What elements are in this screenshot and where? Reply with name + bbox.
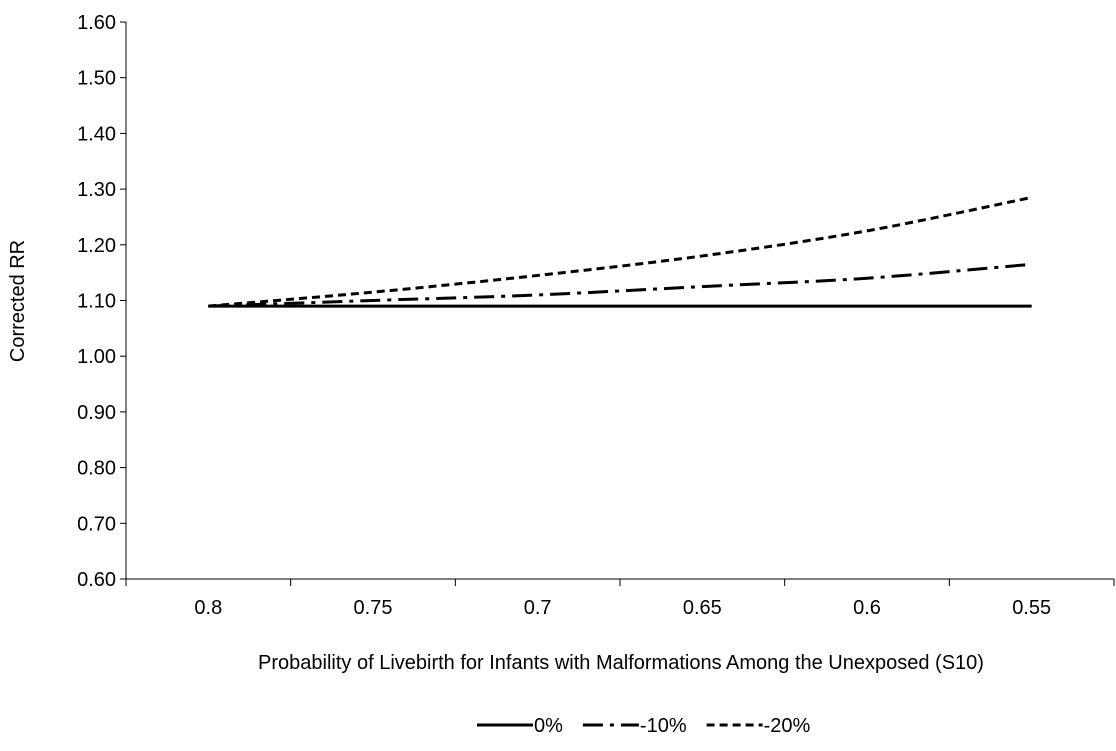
axes: 0.60 0.70 0.80 0.90 1.00 1.10 1.20 1.30 1.40 1.50… (77, 12, 1115, 619)
series-line-1 (208, 262, 1032, 308)
plot-series (208, 195, 1032, 308)
y-tick-label: 1.20 (77, 235, 116, 257)
x-tick-label: 0.7 (524, 597, 552, 619)
y-tick-label: 1.10 (77, 291, 116, 313)
y-tick-label: 1.60 (77, 12, 116, 34)
x-tick-label: 0.8 (194, 597, 222, 619)
x-axis-label: Probability of Livebirth for Infants wit… (258, 652, 984, 674)
x-tick-label: 0.75 (354, 597, 393, 619)
y-tick-label: 0.70 (77, 513, 116, 535)
legend-label-1: -10% (640, 715, 687, 737)
legend-label-0: 0% (534, 715, 563, 737)
legend-label-2: -20% (764, 715, 811, 737)
y-tick-label: 1.50 (77, 68, 116, 90)
x-tick-label: 0.55 (1012, 597, 1051, 619)
y-tick-label: 1.30 (77, 179, 116, 201)
x-tick-label: 0.6 (853, 597, 881, 619)
x-tick-label: 0.65 (683, 597, 722, 619)
y-tick-label: 0.80 (77, 458, 116, 480)
y-tick-label: 0.60 (77, 569, 116, 591)
y-tick-label: 0.90 (77, 402, 116, 424)
y-axis-label: Corrected RR (7, 240, 29, 362)
series-line-2 (208, 195, 1032, 308)
y-tick-label: 1.40 (77, 123, 116, 145)
y-tick-label: 1.00 (77, 346, 116, 368)
legend: 0% -10% -20% (477, 715, 811, 737)
